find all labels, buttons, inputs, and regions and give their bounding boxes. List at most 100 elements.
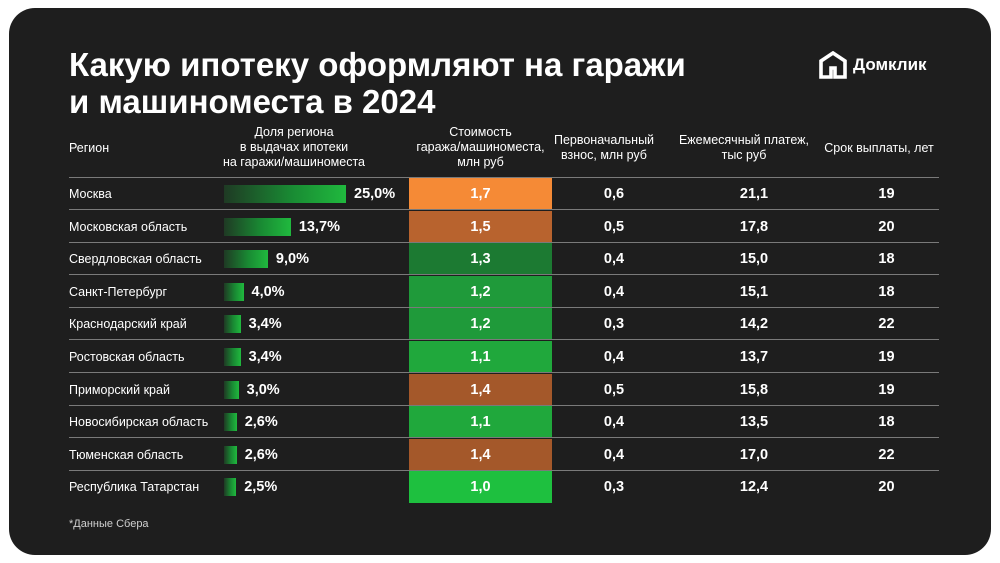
down-payment-value: 0,4 (603, 446, 625, 463)
table-row: Московская область 13,7% 1,5 0,5 17,8 20 (69, 210, 939, 243)
region-label: Свердловская область (69, 252, 202, 267)
region-label: Приморский край (69, 382, 170, 397)
row-separator (69, 209, 939, 210)
region-label: Республика Татарстан (69, 480, 200, 495)
cost-value: 1,4 (470, 446, 491, 463)
cost-value: 1,2 (470, 316, 491, 333)
down-payment-value: 0,6 (603, 186, 625, 202)
header-monthly: Ежемесячный платеж, тыс руб (664, 133, 824, 163)
share-bar (224, 250, 268, 269)
header-term: Срок выплаты, лет (824, 141, 934, 155)
monthly-payment-value: 13,5 (739, 414, 769, 431)
table-row: Тюменская область 2,6% 1,4 0,4 17,0 22 (69, 438, 939, 471)
cost-value: 1,4 (470, 381, 491, 398)
down-payment-value: 0,4 (603, 283, 625, 300)
header-cost-line-2: гаража/машиноместа, (416, 140, 545, 154)
table-row: Ростовская область 3,4% 1,1 0,4 13,7 19 (69, 341, 939, 373)
table-row: Санкт-Петербург 4,0% 1,2 0,4 15,1 18 (69, 275, 939, 308)
term-value: 20 (878, 479, 895, 496)
share-value: 9,0% (275, 251, 309, 268)
cost-cell: 1,4 (409, 438, 552, 471)
cost-value: 1,0 (470, 479, 491, 496)
down-payment-value: 0,5 (603, 381, 625, 398)
down-payment-value: 0,4 (603, 349, 625, 365)
share-bar (224, 445, 237, 464)
row-separator (69, 274, 939, 276)
cost-cell: 1,4 (409, 373, 552, 406)
monthly-payment-value: 15,1 (739, 283, 769, 300)
monthly-payment-value: 15,0 (739, 251, 769, 268)
cost-value: 1,1 (470, 414, 491, 431)
region-label: Ростовская область (69, 350, 185, 364)
header-down-line-1: Первоначальный (553, 133, 655, 147)
share-value: 2,6% (244, 446, 278, 463)
term-value: 22 (878, 316, 895, 333)
header-cost: Стоимость гаража/машиноместа, млн руб (398, 125, 563, 170)
table-row: Свердловская область 9,0% 1,3 0,4 15,0 18 (69, 243, 939, 276)
header-share-line-3: на гаражи/машиноместа (222, 155, 366, 169)
header-share: Доля региона в выдачах ипотеки на гаражи… (204, 125, 384, 170)
share-value: 2,6% (244, 414, 278, 431)
cost-cell: 1,2 (409, 308, 552, 341)
cost-value: 1,2 (470, 283, 491, 300)
share-value: 4,0% (251, 283, 285, 300)
table-row: Республика Татарстан 2,5% 1,0 0,3 12,4 20 (69, 471, 939, 504)
term-value: 18 (878, 283, 895, 300)
down-payment-value: 0,4 (603, 251, 625, 268)
region-label: Тюменская область (69, 447, 184, 462)
cost-cell: 1,0 (409, 471, 552, 504)
share-bar (224, 478, 237, 497)
term-value: 18 (878, 251, 895, 268)
footnote: *Данные Сбера (69, 518, 149, 530)
title-line-1: Какую ипотеку оформляют на гаражи (69, 46, 686, 83)
table-body: Москва 25,0% 1,7 0,6 21,1 19 Московская област… (9, 8, 991, 555)
domclick-house-icon (819, 51, 847, 79)
term-value: 20 (878, 218, 895, 235)
cost-cell: 1,5 (409, 210, 552, 243)
share-bar (224, 380, 239, 399)
chart-title: Какую ипотеку оформляют на гаражи и маши… (69, 46, 789, 120)
share-bar (224, 315, 241, 334)
row-separator (69, 437, 939, 439)
down-payment-value: 0,5 (603, 218, 625, 235)
monthly-payment-value: 17,0 (739, 446, 769, 463)
monthly-payment-value: 12,4 (739, 479, 769, 496)
header-down-payment: Первоначальный взнос, млн руб (544, 133, 664, 163)
header-cost-line-1: Стоимость (449, 125, 512, 139)
title-line-2: и машиноместа в 2024 (69, 83, 436, 120)
region-label: Московская область (69, 219, 188, 234)
brand-logo: Домклик (819, 50, 927, 80)
header-share-line-1: Доля региона (254, 125, 334, 139)
row-separator (69, 469, 939, 471)
table-row: Приморский край 3,0% 1,4 0,5 15,8 19 (69, 373, 939, 406)
share-value: 13,7% (298, 218, 340, 235)
row-separator (69, 339, 939, 341)
cost-cell: 1,2 (409, 275, 552, 308)
term-value: 18 (878, 414, 895, 431)
table-row: Краснодарский край 3,4% 1,2 0,3 14,2 22 (69, 308, 939, 341)
monthly-payment-value: 15,8 (739, 381, 769, 398)
term-value: 22 (878, 446, 895, 463)
region-label: Москва (69, 187, 112, 201)
share-value: 3,0% (246, 381, 280, 398)
table-row: Новосибирская область 2,6% 1,1 0,4 13,5 18 (69, 406, 939, 439)
share-bar (224, 413, 237, 432)
cost-value: 1,3 (470, 251, 491, 268)
table-row: Москва 25,0% 1,7 0,6 21,1 19 (69, 178, 939, 210)
header-monthly-line-1: Ежемесячный платеж, (678, 133, 810, 147)
monthly-payment-value: 14,2 (739, 316, 769, 333)
row-separator (69, 241, 939, 243)
down-payment-value: 0,4 (603, 414, 625, 431)
cost-cell: 1,7 (409, 178, 552, 210)
cost-cell: 1,1 (409, 341, 552, 373)
share-bar (224, 348, 241, 366)
monthly-payment-value: 21,1 (739, 186, 769, 202)
row-separator (69, 404, 939, 406)
share-value: 3,4% (248, 349, 282, 365)
term-value: 19 (878, 381, 895, 398)
down-payment-value: 0,3 (603, 479, 625, 496)
share-bar (224, 185, 346, 203)
cost-value: 1,5 (470, 218, 491, 235)
header-share-line-2: в выдачах ипотеки (239, 140, 349, 154)
cost-cell: 1,1 (409, 406, 552, 439)
